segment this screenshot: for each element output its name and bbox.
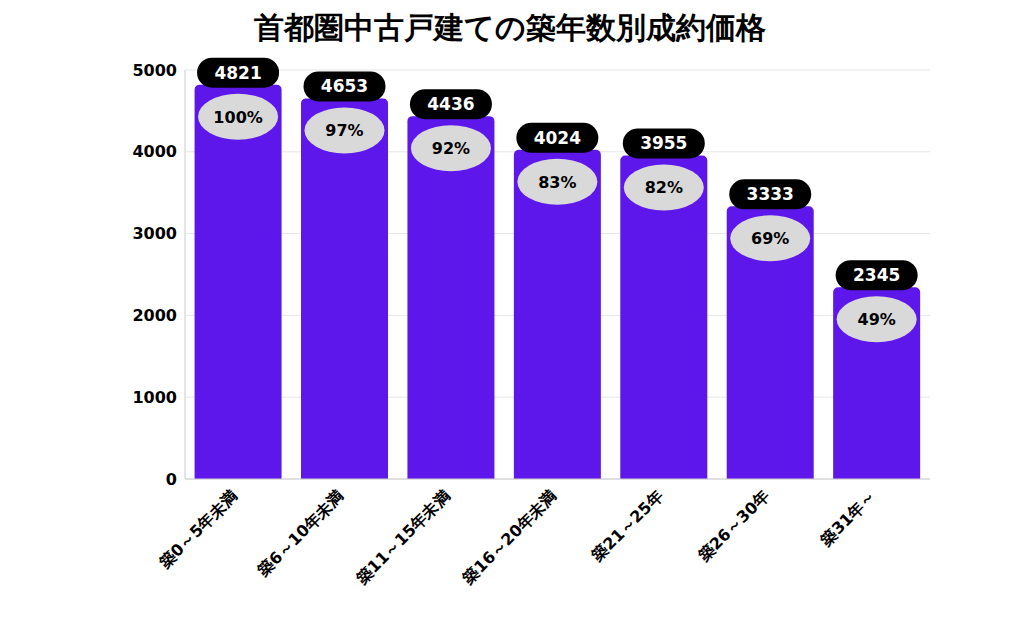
svg-text:3333: 3333: [747, 184, 794, 204]
svg-text:5000: 5000: [132, 61, 177, 80]
svg-text:4024: 4024: [534, 128, 581, 148]
svg-text:築6～10年未満: 築6～10年未満: [253, 486, 347, 580]
svg-text:2000: 2000: [132, 306, 177, 325]
svg-text:0: 0: [166, 470, 177, 489]
html-text:首都圏中古戸建ての築年数別成約価格: 首都圏中古戸建ての築年数別成約価格: [253, 10, 766, 45]
svg-text:築11～15年未満: 築11～15年未満: [352, 486, 454, 588]
svg-text:4000: 4000: [132, 142, 177, 161]
svg-text:築26～30年: 築26～30年: [694, 486, 774, 566]
svg-text:83%: 83%: [538, 173, 576, 192]
svg-text:69%: 69%: [751, 229, 789, 248]
svg-text:3000: 3000: [132, 224, 177, 243]
svg-text:2345: 2345: [853, 265, 900, 285]
svg-text:3955: 3955: [640, 133, 687, 153]
svg-text:築31年～: 築31年～: [816, 486, 880, 550]
svg-text:築21～25年: 築21～25年: [587, 486, 667, 566]
svg-text:49%: 49%: [858, 310, 896, 329]
svg-text:82%: 82%: [645, 178, 683, 197]
svg-text:97%: 97%: [325, 121, 363, 140]
svg-text:4653: 4653: [321, 76, 368, 96]
svg-text:4821: 4821: [214, 63, 261, 83]
svg-text:1000: 1000: [132, 388, 177, 407]
svg-text:4436: 4436: [427, 94, 474, 114]
svg-text:築0～5年未満: 築0～5年未満: [155, 486, 241, 572]
svg-text:築16～20年未満: 築16～20年未満: [458, 486, 560, 588]
svg-text:92%: 92%: [432, 139, 470, 158]
svg-text:100%: 100%: [213, 108, 262, 127]
